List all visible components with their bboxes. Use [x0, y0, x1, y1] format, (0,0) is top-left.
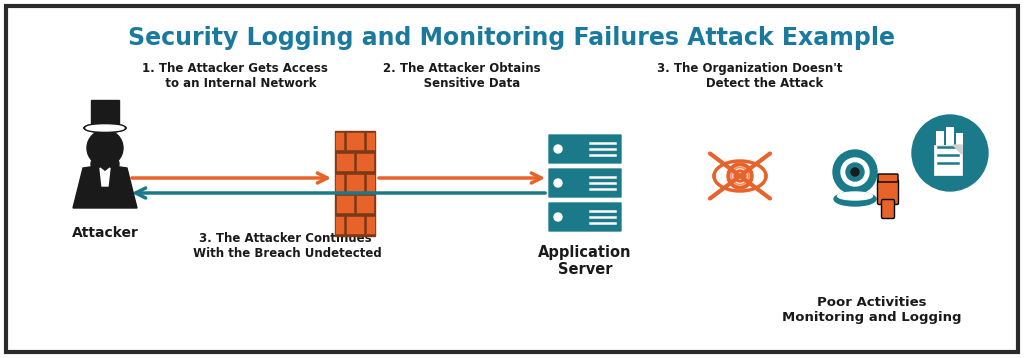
Bar	[335, 131, 375, 236]
FancyBboxPatch shape	[882, 199, 895, 218]
Polygon shape	[953, 145, 962, 154]
Ellipse shape	[836, 193, 874, 203]
Bar	[346, 216, 364, 234]
Ellipse shape	[84, 124, 126, 132]
Ellipse shape	[86, 125, 124, 131]
Text: 3. The Attacker Continues
 With the Breach Undetected: 3. The Attacker Continues With the Breac…	[188, 232, 381, 260]
FancyBboxPatch shape	[6, 6, 1018, 352]
Bar	[346, 132, 364, 150]
Bar	[851, 184, 859, 194]
FancyBboxPatch shape	[878, 174, 898, 182]
Circle shape	[912, 115, 988, 191]
Circle shape	[846, 163, 864, 181]
Bar	[367, 216, 375, 234]
Bar	[335, 132, 344, 150]
Circle shape	[851, 168, 859, 176]
FancyBboxPatch shape	[936, 131, 944, 145]
Circle shape	[554, 145, 562, 153]
Bar	[335, 174, 344, 192]
FancyBboxPatch shape	[878, 179, 898, 204]
Circle shape	[87, 130, 123, 166]
FancyBboxPatch shape	[548, 134, 623, 164]
Text: Poor Activities
Monitoring and Logging: Poor Activities Monitoring and Logging	[782, 296, 962, 324]
FancyBboxPatch shape	[946, 127, 954, 145]
Text: Application
Server: Application Server	[539, 245, 632, 277]
Circle shape	[734, 170, 746, 182]
FancyBboxPatch shape	[91, 100, 119, 128]
Bar	[336, 153, 354, 171]
Bar	[367, 174, 375, 192]
Circle shape	[554, 179, 562, 187]
Ellipse shape	[84, 124, 126, 132]
Ellipse shape	[91, 154, 119, 174]
Circle shape	[841, 158, 869, 186]
Polygon shape	[100, 168, 110, 186]
Text: 2. The Attacker Obtains
     Sensitive Data: 2. The Attacker Obtains Sensitive Data	[383, 62, 541, 90]
Ellipse shape	[838, 192, 872, 200]
Bar	[335, 216, 344, 234]
Bar	[367, 132, 375, 150]
Bar	[336, 195, 354, 213]
Text: 3. The Organization Doesn't
       Detect the Attack: 3. The Organization Doesn't Detect the A…	[657, 62, 843, 90]
Text: Attacker: Attacker	[72, 226, 138, 240]
Bar	[356, 195, 374, 213]
Text: 1. The Attacker Gets Access
   to an Internal Network: 1. The Attacker Gets Access to an Intern…	[142, 62, 328, 90]
Circle shape	[833, 150, 877, 194]
Bar	[346, 174, 364, 192]
Circle shape	[727, 163, 753, 189]
Circle shape	[731, 167, 749, 185]
Bar	[356, 153, 374, 171]
Polygon shape	[73, 166, 137, 208]
FancyBboxPatch shape	[548, 168, 623, 198]
Circle shape	[737, 173, 743, 179]
FancyBboxPatch shape	[548, 202, 623, 232]
Circle shape	[554, 213, 562, 221]
Ellipse shape	[834, 192, 876, 206]
FancyBboxPatch shape	[956, 133, 963, 145]
Text: Security Logging and Monitoring Failures Attack Example: Security Logging and Monitoring Failures…	[128, 26, 896, 50]
FancyBboxPatch shape	[934, 145, 962, 175]
